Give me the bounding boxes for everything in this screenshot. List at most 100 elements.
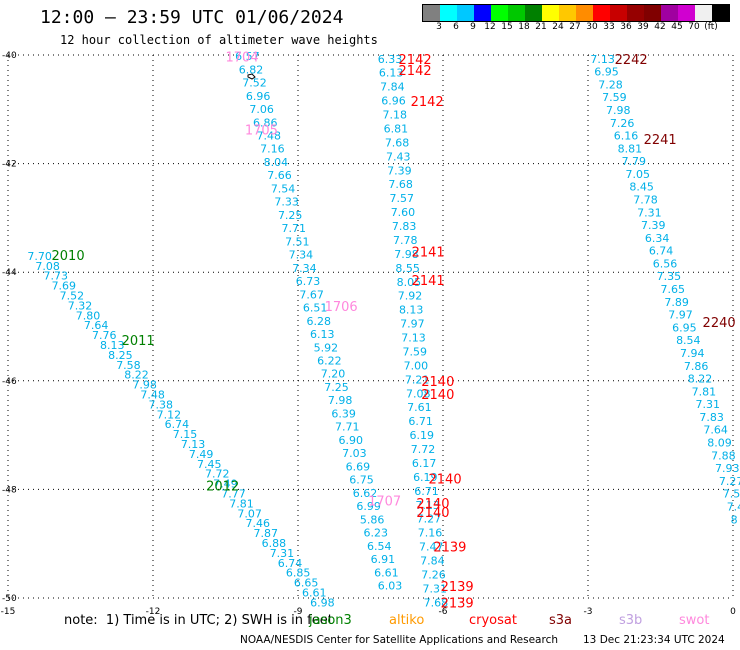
axis-ticks: -15 -12 -9 -6 -3 0 -40 -42 -44 -46 -48 -50 <box>1 51 736 617</box>
swh-value: 7.97 <box>668 309 693 322</box>
swh-value: 7.68 <box>424 596 449 609</box>
satellite-legend-item: altiko <box>389 613 425 628</box>
legend-label: 30 <box>586 22 598 32</box>
swh-value: 7.26 <box>610 117 635 130</box>
legend-label: 21 <box>535 22 547 32</box>
swh-value: 6.57 <box>235 50 260 63</box>
swh-value: 6.54 <box>367 540 392 553</box>
satellite-legend-item: jason3 <box>309 613 352 628</box>
legend-swatch <box>644 5 661 21</box>
swh-value: 7.86 <box>684 360 709 373</box>
legend-swatch <box>440 5 457 21</box>
swh-value: 8.81 <box>618 142 643 155</box>
swh-value: 7.00 <box>404 359 429 372</box>
swh-value: 6.62 <box>353 487 378 500</box>
swh-value: 7.59 <box>402 345 427 358</box>
swh-value: 6.90 <box>339 434 364 447</box>
x-tick-label: -12 <box>146 607 161 617</box>
swh-value: 7.64 <box>703 424 728 437</box>
swh-value: 6.74 <box>649 245 674 258</box>
swh-value: 6.19 <box>410 429 435 442</box>
legend-label: 70 <box>688 22 700 32</box>
legend-label: 9 <box>470 22 476 32</box>
swh-value: 7.71 <box>282 222 307 235</box>
swh-value: 7.35 <box>657 270 682 283</box>
satellite-legend-item: cryosat <box>469 613 517 628</box>
pass-time-label: 2141 <box>412 246 445 261</box>
legend-swatches <box>422 4 730 22</box>
y-tick-label: -44 <box>2 268 17 278</box>
swh-value: 8.04 <box>264 156 289 169</box>
footer-timestamp: 13 Dec 21:23:34 UTC 2024 <box>583 634 725 646</box>
legend-label: 3 <box>436 22 442 32</box>
swh-value: 7.46 <box>245 517 270 530</box>
swh-value: 7.25 <box>324 381 349 394</box>
legend-swatch <box>559 5 576 21</box>
legend-label: 12 <box>484 22 496 32</box>
swh-value: 6.71 <box>408 415 433 428</box>
legend-label: 18 <box>518 22 530 32</box>
legend-label: 45 <box>671 22 683 32</box>
swh-value: 7.43 <box>386 150 411 163</box>
satellite-legend: jason3 altiko cryosat s3a s3b swot <box>309 613 729 629</box>
swh-value: 6.86 <box>253 116 277 129</box>
swh-value: 8.05 <box>397 276 422 289</box>
track-values: 6.576.827.526.967.066.867.487.168.047.66… <box>27 50 740 609</box>
pass-time-label: 2142 <box>399 64 432 79</box>
swh-value: 7.98 <box>328 394 353 407</box>
swh-value: 7.78 <box>633 193 658 206</box>
swh-value: 7.16 <box>260 143 285 156</box>
swh-value: 8.25 <box>108 349 133 362</box>
swh-value: 7.65 <box>661 283 686 296</box>
swh-value: 7.13 <box>415 499 440 512</box>
satellite-legend-item: s3a <box>549 613 573 628</box>
swh-value: 8.54 <box>676 334 701 347</box>
pass-time-label: 2011 <box>122 334 155 349</box>
pass-time-label: 2139 <box>441 596 474 611</box>
pass-time-label: 2140 <box>421 388 454 403</box>
swh-value: 6.22 <box>317 355 342 368</box>
y-tick-label: -48 <box>2 485 17 495</box>
legend-label: 6 <box>453 22 459 32</box>
legend-swatch <box>491 5 508 21</box>
swh-value: 7.71 <box>335 421 360 434</box>
swh-value: 7.05 <box>625 168 650 181</box>
swh-value: 7.20 <box>321 368 346 381</box>
legend-swatch <box>423 5 440 21</box>
pass-time-label: 2139 <box>433 540 466 555</box>
swh-value: 7.68 <box>385 136 410 149</box>
pass-time-label: 2140 <box>416 497 449 512</box>
pass-time-label: 2141 <box>412 274 445 289</box>
swh-value: 6.95 <box>594 66 619 79</box>
pass-time-label: 2140 <box>421 375 454 390</box>
swh-value: 7.18 <box>382 109 407 122</box>
y-tick-label: -42 <box>2 160 17 170</box>
swh-value: 7.69 <box>52 280 77 293</box>
swh-value: 7.21 <box>405 373 430 386</box>
color-legend: 3 6 9 12 15 18 21 24 27 30 33 36 39 42 45 70 (ft) <box>422 4 730 34</box>
legend-swatch <box>593 5 610 21</box>
legend-label: 36 <box>620 22 632 32</box>
swh-value: 8.22 <box>688 373 713 386</box>
swh-value: 7.49 <box>189 448 214 461</box>
legend-swatch <box>661 5 678 21</box>
swh-value: 6.61 <box>302 586 327 599</box>
swh-value: 7.64 <box>84 319 109 332</box>
swh-value: 7.93 <box>715 462 740 475</box>
swh-value: 6.99 <box>356 500 381 513</box>
swh-value: 6.96 <box>381 95 406 108</box>
swh-value: 7.57 <box>390 192 415 205</box>
swh-value: 7.61 <box>407 401 432 414</box>
pass-time-label: 2012 <box>206 480 239 495</box>
y-tick-label: -50 <box>2 594 17 604</box>
swh-value: 7.92 <box>398 290 423 303</box>
swh-value: 6.85 <box>286 567 311 580</box>
swh-value: 7.98 <box>132 379 157 392</box>
swh-value: 7.51 <box>285 235 310 248</box>
swh-value: 6.95 <box>672 321 697 334</box>
swh-value: 8.13 <box>399 304 424 317</box>
swh-value: 6.82 <box>239 63 264 76</box>
swh-value: 7.50 <box>723 488 740 501</box>
swh-value: 6.61 <box>374 566 399 579</box>
